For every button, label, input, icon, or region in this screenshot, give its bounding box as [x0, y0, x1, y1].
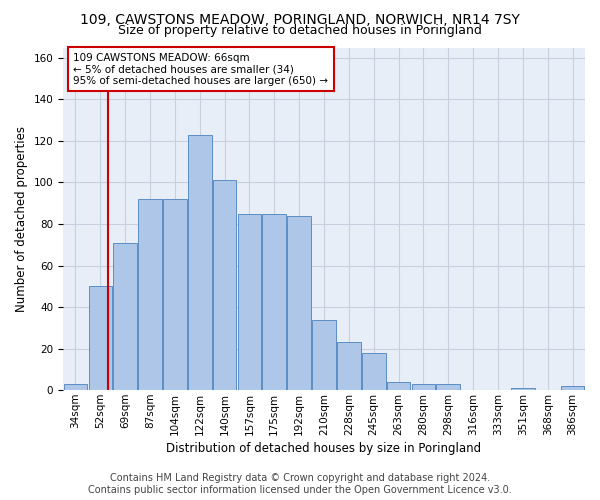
Bar	[412, 384, 435, 390]
Bar	[337, 342, 361, 390]
Bar	[312, 320, 336, 390]
Bar	[113, 242, 137, 390]
Bar	[188, 134, 212, 390]
Y-axis label: Number of detached properties: Number of detached properties	[15, 126, 28, 312]
Bar	[138, 199, 162, 390]
Text: 109, CAWSTONS MEADOW, PORINGLAND, NORWICH, NR14 7SY: 109, CAWSTONS MEADOW, PORINGLAND, NORWIC…	[80, 12, 520, 26]
Bar	[436, 384, 460, 390]
Bar	[561, 386, 584, 390]
Text: Contains HM Land Registry data © Crown copyright and database right 2024.
Contai: Contains HM Land Registry data © Crown c…	[88, 474, 512, 495]
Text: 109 CAWSTONS MEADOW: 66sqm
← 5% of detached houses are smaller (34)
95% of semi-: 109 CAWSTONS MEADOW: 66sqm ← 5% of detac…	[73, 52, 328, 86]
Bar	[238, 214, 261, 390]
Bar	[511, 388, 535, 390]
Bar	[163, 199, 187, 390]
Bar	[262, 214, 286, 390]
Bar	[362, 353, 386, 390]
Bar	[64, 384, 87, 390]
Bar	[287, 216, 311, 390]
X-axis label: Distribution of detached houses by size in Poringland: Distribution of detached houses by size …	[166, 442, 482, 455]
Text: Size of property relative to detached houses in Poringland: Size of property relative to detached ho…	[118, 24, 482, 37]
Bar	[213, 180, 236, 390]
Bar	[387, 382, 410, 390]
Bar	[89, 286, 112, 390]
